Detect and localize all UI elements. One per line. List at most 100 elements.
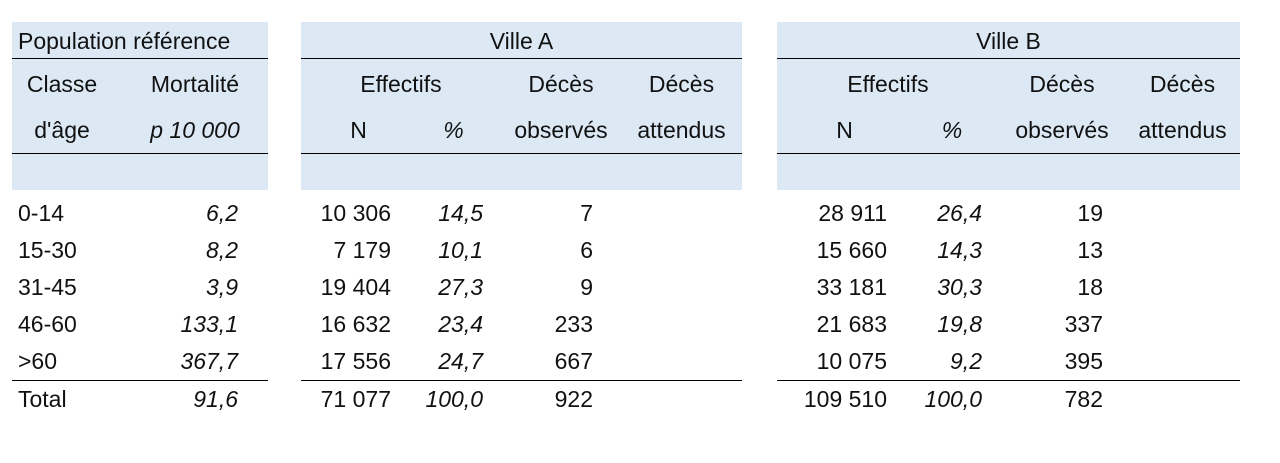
age-class-header: Classe	[26, 71, 98, 97]
ville-b-row: 33 181 30,3 18	[777, 269, 1240, 306]
ville-b-pct-cell: 30,3	[937, 274, 982, 300]
ville-b-total-n: 109 510	[803, 386, 887, 412]
ville-b-pct-cell: 14,3	[937, 237, 982, 263]
age-class-subheader: d'âge	[34, 117, 90, 143]
ville-b-total-row: 109 510 100,0 782	[777, 380, 1240, 417]
ville-b-attendus-header: attendus	[1138, 117, 1227, 143]
ville-b-n-cell: 28 911	[818, 200, 887, 226]
mortality-cell: 367,7	[180, 348, 238, 374]
ville-b-deces-att-header: Décès	[1149, 71, 1216, 97]
reference-rows: 0-14 6,2 15-30 8,2 31-45 3,9 46-60 133,1 >60 367,…	[12, 195, 268, 380]
mortality-cell: 6,2	[206, 200, 238, 226]
reference-row: 46-60 133,1	[12, 306, 268, 343]
ville-a-n-cell: 7 179	[333, 237, 391, 263]
ville-a-header-row-2: N % observés attendus	[301, 107, 742, 154]
ville-a-row: 10 306 14,5 7	[301, 195, 742, 232]
ville-b-n-header: N	[836, 117, 853, 143]
age-class-cell: 46-60	[18, 311, 77, 337]
ville-a-observes-header: observés	[514, 117, 608, 143]
ville-b-obs-cell: 13	[1077, 237, 1103, 263]
ville-b-pct-header: %	[941, 117, 963, 143]
ville-a-table: Ville A Effectifs Décès Décès N % observ…	[301, 22, 742, 417]
ville-a-n-cell: 19 404	[320, 274, 391, 300]
ville-b-obs-cell: 395	[1064, 348, 1103, 374]
age-class-cell: 15-30	[18, 237, 77, 263]
reference-header-row-1: Classe Mortalité	[12, 59, 268, 107]
ville-a-obs-cell: 9	[580, 274, 593, 300]
ville-a-deces-obs-header: Décès	[528, 71, 594, 97]
ville-b-n-cell: 33 181	[816, 274, 887, 300]
ville-b-table: Ville B Effectifs Décès Décès N % observ…	[777, 22, 1240, 417]
ville-a-pct-cell: 27,3	[438, 274, 483, 300]
ville-b-pct-cell: 19,8	[937, 311, 982, 337]
ville-a-pct-cell: 24,7	[438, 348, 483, 374]
reference-title: Population référence	[12, 22, 268, 59]
ville-b-n-cell: 15 660	[816, 237, 887, 263]
ville-a-n-cell: 17 556	[320, 348, 391, 374]
ville-a-n-cell: 10 306	[320, 200, 391, 226]
ville-a-effectifs-header: Effectifs	[360, 71, 442, 97]
ville-b-row: 15 660 14,3 13	[777, 232, 1240, 269]
ville-b-obs-cell: 19	[1077, 200, 1103, 226]
ville-a-pct-cell: 23,4	[438, 311, 483, 337]
ville-a-obs-cell: 6	[580, 237, 593, 263]
ville-b-effectifs-header: Effectifs	[847, 71, 929, 97]
reference-header-row-2: d'âge p 10 000	[12, 107, 268, 154]
reference-row: 0-14 6,2	[12, 195, 268, 232]
ville-b-n-cell: 21 683	[816, 311, 887, 337]
ville-a-n-header: N	[350, 117, 367, 143]
ville-b-header: Ville B Effectifs Décès Décès N % observ…	[777, 22, 1240, 190]
mortality-cell: 8,2	[206, 237, 238, 263]
age-class-cell: 0-14	[18, 200, 65, 226]
mortality-header: Mortalité	[150, 71, 240, 97]
ville-a-n-cell: 16 632	[320, 311, 391, 337]
ville-a-rows: 10 306 14,5 7 7 179 10,1 6 19 404 27,3 9 16 632 23…	[301, 195, 742, 380]
ville-a-header-row-1: Effectifs Décès Décès	[301, 59, 742, 107]
ville-a-row: 16 632 23,4 233	[301, 306, 742, 343]
ville-a-total-row: 71 077 100,0 922	[301, 380, 742, 417]
ville-a-row: 17 556 24,7 667	[301, 343, 742, 380]
ville-a-deces-att-header: Décès	[648, 71, 715, 97]
ville-a-total-pct: 100,0	[425, 386, 483, 412]
mortality-cell: 3,9	[206, 274, 238, 300]
ville-b-row: 21 683 19,8 337	[777, 306, 1240, 343]
ville-b-obs-cell: 337	[1064, 311, 1103, 337]
ville-b-total-pct: 100,0	[924, 386, 982, 412]
ville-a-row: 7 179 10,1 6	[301, 232, 742, 269]
ville-b-n-cell: 10 075	[816, 348, 887, 374]
ville-a-attendus-header: attendus	[637, 117, 726, 143]
reference-table: Population référence Classe Mortalité d'…	[12, 22, 268, 417]
total-mortality: 91,6	[193, 386, 238, 412]
ville-b-total-obs: 782	[1064, 386, 1103, 412]
mortality-subheader: p 10 000	[150, 117, 240, 143]
ville-b-observes-header: observés	[1015, 117, 1109, 143]
ville-a-pct-header: %	[443, 117, 464, 143]
ville-a-obs-cell: 7	[580, 200, 593, 226]
ville-b-rows: 28 911 26,4 19 15 660 14,3 13 33 181 30,3 18 21 6…	[777, 195, 1240, 380]
ville-b-deces-obs-header: Décès	[1029, 71, 1095, 97]
age-class-cell: 31-45	[18, 274, 77, 300]
reference-total-row: Total 91,6	[12, 380, 268, 417]
ville-a-total-obs: 922	[554, 386, 593, 412]
total-label: Total	[18, 386, 67, 412]
ville-b-header-row-1: Effectifs Décès Décès	[777, 59, 1240, 107]
ville-a-obs-cell: 667	[554, 348, 593, 374]
reference-header: Population référence Classe Mortalité d'…	[12, 22, 268, 190]
ville-b-title: Ville B	[777, 22, 1240, 59]
ville-a-pct-cell: 10,1	[438, 237, 483, 263]
ville-b-obs-cell: 18	[1077, 274, 1103, 300]
ville-a-title: Ville A	[301, 22, 742, 59]
ville-a-header: Ville A Effectifs Décès Décès N % observ…	[301, 22, 742, 190]
reference-spacer	[12, 154, 268, 190]
ville-b-header-row-2: N % observés attendus	[777, 107, 1240, 154]
ville-a-pct-cell: 14,5	[438, 200, 483, 226]
ville-a-total-n: 71 077	[320, 386, 391, 412]
reference-row: >60 367,7	[12, 343, 268, 380]
ville-a-spacer	[301, 154, 742, 190]
ville-b-spacer	[777, 154, 1240, 190]
mortality-cell: 133,1	[180, 311, 238, 337]
ville-b-pct-cell: 9,2	[950, 348, 982, 374]
ville-b-pct-cell: 26,4	[937, 200, 982, 226]
ville-a-row: 19 404 27,3 9	[301, 269, 742, 306]
ville-b-row: 28 911 26,4 19	[777, 195, 1240, 232]
